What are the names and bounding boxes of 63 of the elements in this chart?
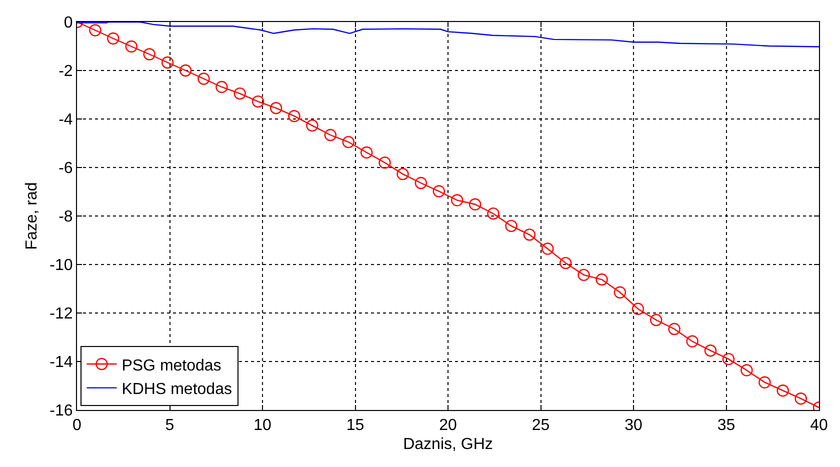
point	[342, 136, 354, 148]
point	[360, 146, 373, 159]
point	[776, 384, 789, 397]
point	[668, 322, 680, 336]
y-tick-label: -14	[50, 354, 73, 372]
point	[270, 102, 282, 114]
x-tick-label: 10	[254, 417, 272, 434]
point	[523, 228, 536, 241]
x-tick-label: 20	[439, 417, 457, 434]
legend-label: PSG metodas	[122, 357, 222, 374]
point	[487, 207, 500, 220]
x-axis-title: Daznis, GHz	[403, 436, 493, 453]
point	[306, 119, 318, 132]
point	[143, 48, 156, 60]
point	[450, 194, 464, 206]
point	[614, 286, 626, 298]
point	[722, 352, 735, 366]
x-tick-label: 5	[165, 417, 174, 434]
point	[414, 176, 428, 190]
point	[560, 256, 572, 270]
x-tick-label: 40	[810, 417, 828, 434]
line-series	[77, 22, 819, 48]
point	[234, 87, 246, 100]
point	[632, 302, 644, 315]
y-tick-label: -2	[58, 63, 73, 80]
point	[758, 376, 771, 388]
y-tick-label: -12	[50, 306, 73, 323]
point	[216, 80, 228, 94]
point	[505, 220, 518, 232]
point	[468, 198, 482, 210]
point	[125, 40, 138, 53]
point	[378, 156, 391, 169]
x-tick-label: 25	[532, 417, 550, 434]
point	[650, 314, 662, 326]
y-axis-title: Faze, rad	[24, 182, 41, 250]
legend-label: KDHS metodas	[122, 381, 232, 398]
point	[596, 273, 608, 286]
point	[198, 72, 210, 85]
point	[578, 268, 590, 282]
point	[252, 95, 264, 108]
point	[686, 335, 698, 348]
x-tick-label: 15	[346, 417, 364, 434]
point	[89, 24, 102, 36]
point	[542, 242, 554, 255]
point	[704, 344, 717, 357]
point	[161, 56, 174, 69]
y-tick-label: -10	[50, 257, 73, 274]
point	[179, 64, 192, 77]
point	[432, 185, 446, 198]
point	[107, 32, 120, 45]
point	[794, 392, 807, 405]
point	[324, 128, 336, 142]
y-tick-label: -6	[58, 160, 73, 178]
x-tick-label: 35	[717, 417, 736, 434]
y-tick-label: -16	[50, 402, 73, 420]
line-series	[77, 22, 819, 410]
y-tick-label: -4	[58, 112, 73, 129]
point	[396, 168, 409, 180]
x-tick-label: 30	[624, 417, 642, 434]
y-tick-label: -8	[58, 208, 73, 226]
point	[740, 364, 753, 376]
point	[288, 110, 300, 122]
y-tick-label: 0	[64, 14, 73, 32]
